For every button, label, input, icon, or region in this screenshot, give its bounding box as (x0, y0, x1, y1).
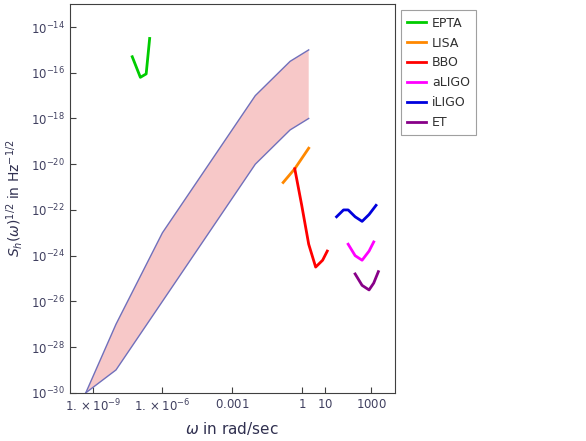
Polygon shape (86, 50, 309, 393)
Legend: EPTA, LISA, BBO, aLIGO, iLIGO, ET: EPTA, LISA, BBO, aLIGO, iLIGO, ET (401, 11, 476, 135)
Y-axis label: $S_h(\omega)^{1/2}$ in Hz$^{-1/2}$: $S_h(\omega)^{1/2}$ in Hz$^{-1/2}$ (4, 140, 25, 257)
X-axis label: $\omega$ in rad/sec: $\omega$ in rad/sec (185, 420, 279, 437)
